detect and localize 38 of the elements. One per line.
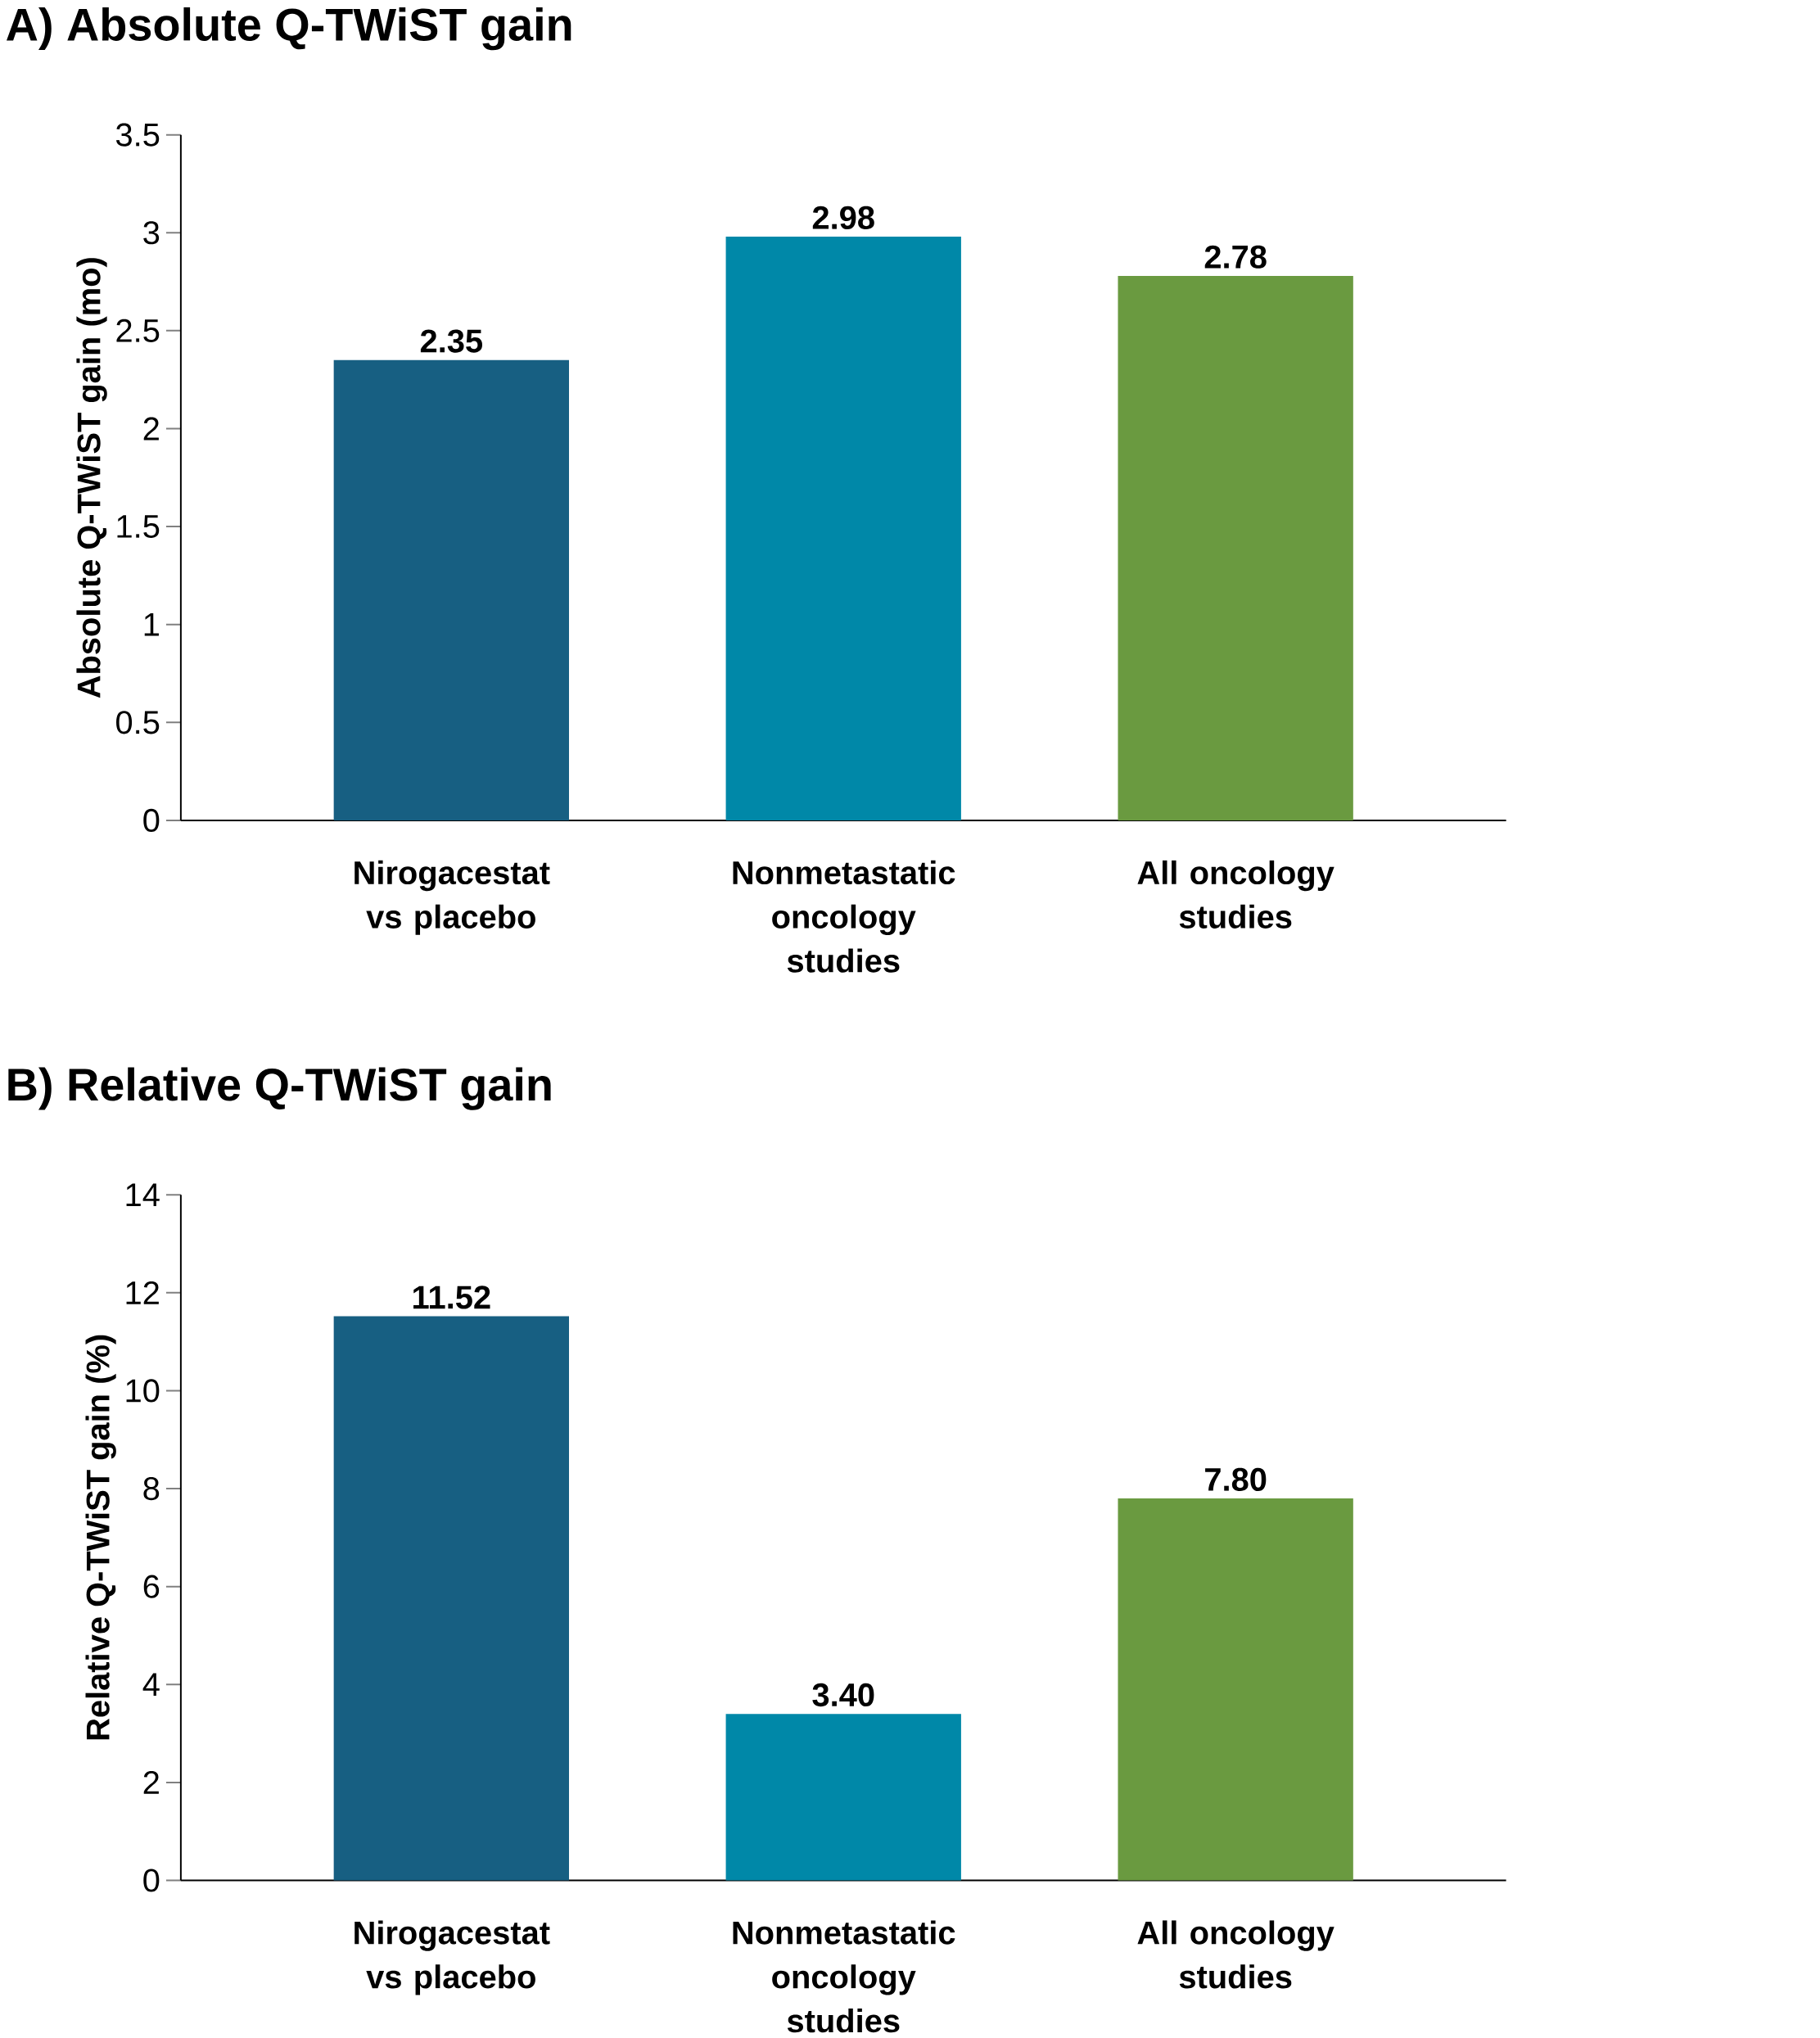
x-tick-label: Nirogacestat vs placebo	[355, 1920, 550, 1995]
y-tick-label: 1.5	[117, 515, 160, 538]
x-tick-label: All oncology studies	[1137, 860, 1335, 929]
chart-title: B) Relative Q-TWiST gain	[8, 1067, 551, 1110]
chart-title: A) Absolute Q-TWiST gain	[7, 7, 571, 51]
y-tick-label: 12	[126, 1281, 159, 1304]
bar	[1118, 275, 1353, 820]
x-tick-label: Nonmetastatic oncology studies	[733, 1920, 955, 2033]
y-tick-label: 3.5	[116, 123, 160, 147]
y-axis-title: Absolute Q-TWiST gain (mo)	[76, 258, 107, 698]
data-label: 2.98	[812, 206, 874, 229]
y-tick-label: 0	[143, 1869, 160, 1892]
y-tick-label: 14	[126, 1183, 160, 1206]
bar	[725, 1714, 961, 1881]
x-tick-label: Nonmetastatic oncology studies	[733, 860, 955, 973]
y-tick-label: 0	[143, 808, 160, 833]
data-label: 2.78	[1204, 245, 1267, 269]
y-tick-label: 0.5	[116, 711, 160, 734]
y-tick-label: 2	[143, 1771, 159, 1794]
y-tick-label: 2	[143, 417, 159, 441]
y-tick-label: 3	[143, 221, 160, 245]
bar	[333, 359, 570, 820]
bar	[333, 1316, 570, 1881]
data-label: 2.35	[420, 329, 483, 353]
y-tick-label: 10	[126, 1379, 160, 1403]
y-tick-label: 4	[142, 1673, 160, 1697]
y-tick-label: 8	[143, 1476, 160, 1501]
y-tick-label: 2.5	[116, 319, 160, 342]
x-tick-label: All oncology studies	[1137, 1920, 1335, 1989]
y-tick-label: 6	[143, 1575, 160, 1598]
data-label: 7.80	[1205, 1467, 1267, 1491]
y-tick-label: 1	[144, 613, 160, 636]
data-label: 3.40	[812, 1683, 874, 1707]
y-axis-title: Relative Q-TWiST gain (%)	[85, 1335, 116, 1740]
bar	[1118, 1498, 1353, 1881]
bar	[725, 237, 961, 820]
x-tick-label: Nirogacestat vs placebo	[355, 860, 550, 935]
data-label: 11.52	[413, 1286, 490, 1309]
